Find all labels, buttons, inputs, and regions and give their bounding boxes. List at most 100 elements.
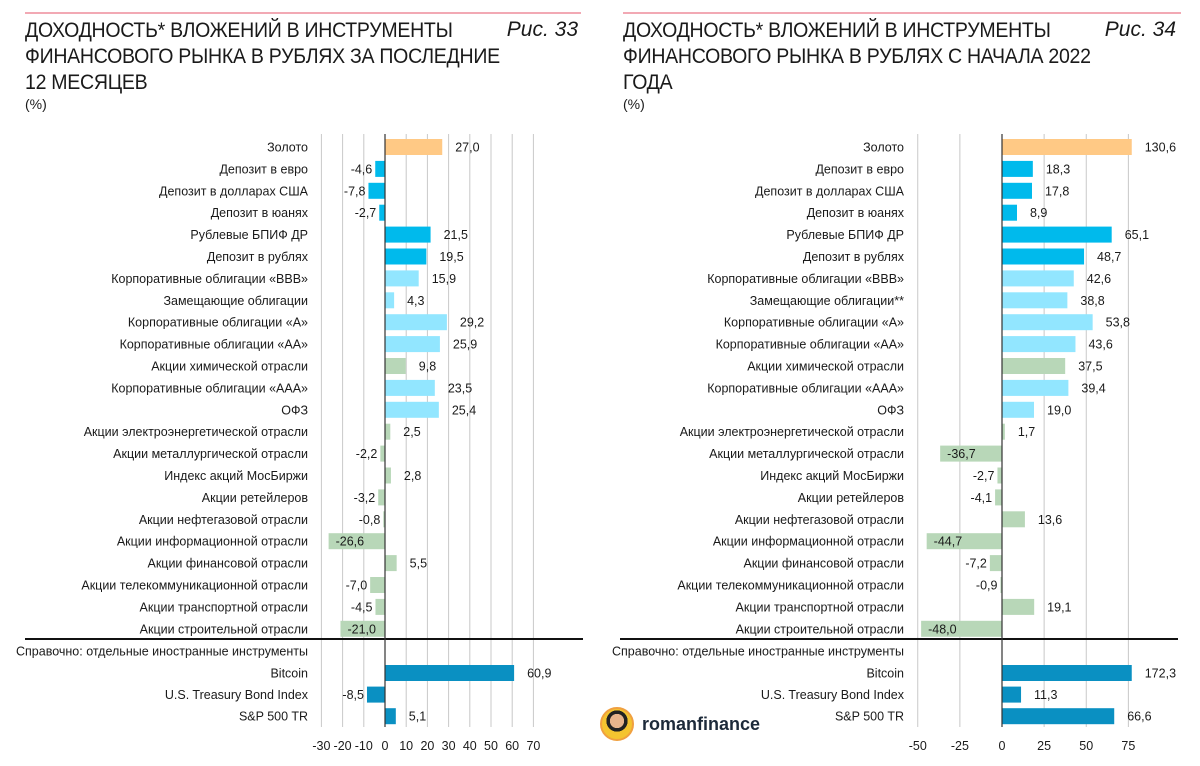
data-label: 13,6 [1038, 513, 1062, 527]
category-label: Индекс акций МосБиржи [164, 469, 308, 483]
category-label: Корпоративные облигации «А» [128, 316, 308, 330]
data-label: 39,4 [1081, 381, 1105, 395]
category-label: Акции строительной отрасли [736, 622, 904, 636]
bar [385, 292, 395, 309]
data-label: -48,0 [928, 622, 957, 636]
figure-number: Рис. 34 [1104, 18, 1176, 41]
data-label: 53,8 [1106, 316, 1130, 330]
bar [385, 139, 443, 155]
bar [385, 270, 419, 287]
data-label: 23,5 [448, 381, 472, 395]
data-label: -4,5 [351, 600, 373, 614]
data-label: -3,2 [354, 491, 376, 505]
bar [385, 555, 397, 572]
category-label: Депозит в евро [815, 162, 904, 176]
category-label: Bitcoin [866, 667, 904, 681]
category-label: Акции транспортной отрасли [140, 600, 308, 614]
bar [385, 401, 439, 418]
bar [1002, 598, 1035, 615]
category-label: U.S. Treasury Bond Index [165, 688, 309, 702]
category-label: Депозит в рублях [803, 250, 905, 264]
data-label: 27,0 [455, 141, 479, 155]
x-tick-label: 70 [526, 739, 540, 753]
data-label: 66,6 [1127, 710, 1151, 724]
bar [385, 248, 427, 265]
brand-name: romanfinance [642, 713, 761, 734]
bar [1002, 401, 1035, 418]
bar [385, 336, 440, 353]
bar [1002, 358, 1066, 374]
category-label: Акции информационной отрасли [117, 535, 308, 549]
category-label: Акции нефтегазовой отрасли [735, 513, 904, 527]
category-label: Замещающие облигации [163, 294, 308, 308]
bar [1002, 336, 1076, 353]
category-label: U.S. Treasury Bond Index [761, 688, 905, 702]
category-label: Bitcoin [270, 667, 308, 681]
x-tick-label: -30 [312, 739, 330, 753]
data-label: -2,7 [355, 206, 377, 220]
data-label: 9,8 [419, 360, 436, 374]
bar [1002, 423, 1005, 440]
data-label: -0,9 [976, 579, 998, 593]
chart-panel-fig33: ДОХОДНОСТЬ* ВЛОЖЕНИЙ В ИНСТРУМЕНТЫ ФИНАН… [0, 0, 590, 766]
x-tick-label: -50 [909, 739, 927, 753]
data-label: 37,5 [1078, 360, 1102, 374]
category-label: Акции финансовой отрасли [743, 557, 904, 571]
data-label: 43,6 [1088, 338, 1112, 352]
category-label: Акции ретейлеров [798, 491, 905, 505]
category-label: S&P 500 TR [239, 710, 308, 724]
category-label: Депозит в евро [219, 162, 308, 176]
category-label: Акции металлургической отрасли [113, 447, 308, 461]
data-label: -7,0 [346, 579, 368, 593]
category-label: Акции телекоммуникационной отрасли [81, 579, 308, 593]
category-label: Акции химической отрасли [151, 360, 308, 374]
category-label: Акции информационной отрасли [713, 535, 904, 549]
bar [379, 204, 385, 221]
bar [385, 358, 406, 374]
section-label: Справочно: отдельные иностранные инструм… [612, 645, 904, 659]
bar [1002, 511, 1025, 528]
category-label: Замещающие облигации** [750, 294, 904, 308]
unit-label: (%) [623, 96, 645, 112]
data-label: 60,9 [527, 667, 551, 681]
category-label: Корпоративные облигации «BBB» [111, 272, 308, 286]
x-tick-label: 20 [420, 739, 434, 753]
category-label: Акции электроэнергетической отрасли [680, 425, 904, 439]
data-label: 5,1 [409, 710, 426, 724]
category-label: Рублевые БПИФ ДР [786, 228, 904, 242]
bar [995, 489, 1002, 506]
data-label: 17,8 [1045, 184, 1069, 198]
data-label: 65,1 [1125, 228, 1149, 242]
category-label: Корпоративные облигации «АА» [120, 338, 308, 352]
category-label: ОФЗ [877, 403, 904, 417]
data-label: 4,3 [407, 294, 424, 308]
bar [1002, 139, 1132, 155]
x-tick-label: 75 [1121, 739, 1135, 753]
category-label: Индекс акций МосБиржи [760, 469, 904, 483]
data-label: 19,5 [439, 250, 463, 264]
brand-logo[interactable]: romanfinance [600, 707, 760, 741]
data-label: 29,2 [460, 316, 484, 330]
category-label: Корпоративные облигации «А» [724, 316, 904, 330]
category-label: Акции строительной отрасли [140, 622, 308, 636]
bar [370, 577, 385, 593]
data-label: 38,8 [1080, 294, 1104, 308]
category-label: Золото [267, 141, 308, 155]
x-tick-label: 50 [484, 739, 498, 753]
data-label: 11,3 [1034, 688, 1057, 702]
x-tick-label: 0 [382, 739, 389, 753]
bar [1002, 292, 1068, 309]
x-tick-label: 0 [999, 739, 1006, 753]
category-label: Акции нефтегазовой отрасли [139, 513, 308, 527]
data-label: 2,8 [404, 469, 421, 483]
category-label: Акции телекоммуникационной отрасли [677, 579, 904, 593]
bar [385, 708, 396, 725]
top-rule [25, 12, 581, 14]
bar [385, 226, 431, 243]
data-label: -4,6 [351, 162, 373, 176]
data-label: 19,1 [1047, 600, 1071, 614]
data-label: 2,5 [403, 425, 420, 439]
data-label: -8,5 [342, 688, 364, 702]
bar [1002, 270, 1074, 287]
data-label: -0,8 [359, 513, 381, 527]
